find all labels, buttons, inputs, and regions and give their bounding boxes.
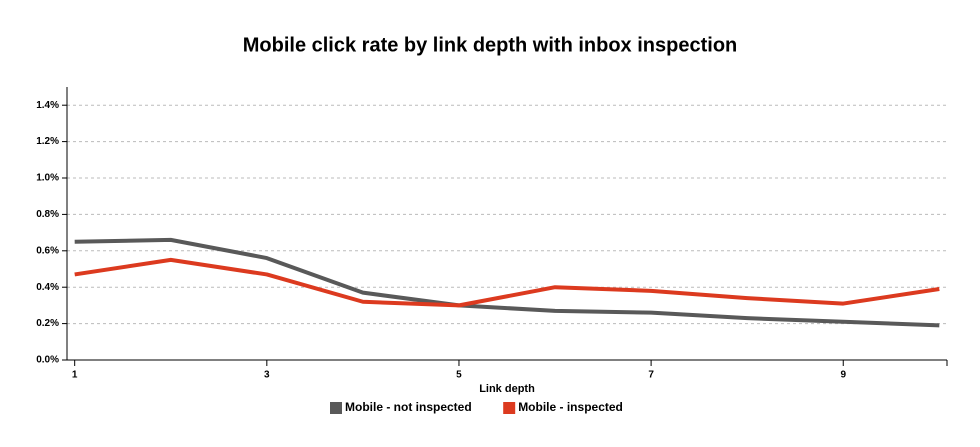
- x-tick-label: 3: [264, 370, 270, 381]
- legend-label: Mobile - not inspected: [345, 400, 472, 414]
- x-tick-label: 9: [840, 370, 846, 381]
- series-line: [74, 237, 940, 328]
- y-tick-label: 0.6%: [36, 245, 59, 256]
- x-axis-label: Link depth: [479, 383, 535, 395]
- y-tick-label: 1.0%: [36, 173, 59, 184]
- chart-title: Mobile click rate by link depth with inb…: [243, 34, 738, 56]
- y-tick-label: 1.2%: [36, 136, 59, 147]
- y-tick-label: 0.2%: [36, 318, 59, 329]
- y-tick-label: 0.8%: [36, 209, 59, 220]
- y-tick-label: 0.0%: [36, 355, 59, 366]
- x-tick-label: 7: [648, 370, 654, 381]
- legend-label: Mobile - inspected: [518, 400, 623, 414]
- legend-swatch: [503, 402, 516, 414]
- legend-swatch: [330, 402, 342, 414]
- x-tick-label: 5: [456, 370, 462, 381]
- y-tick-label: 1.4%: [36, 100, 59, 111]
- y-tick-label: 0.4%: [36, 282, 59, 293]
- x-tick-label: 1: [72, 370, 78, 381]
- series-line: [74, 257, 940, 308]
